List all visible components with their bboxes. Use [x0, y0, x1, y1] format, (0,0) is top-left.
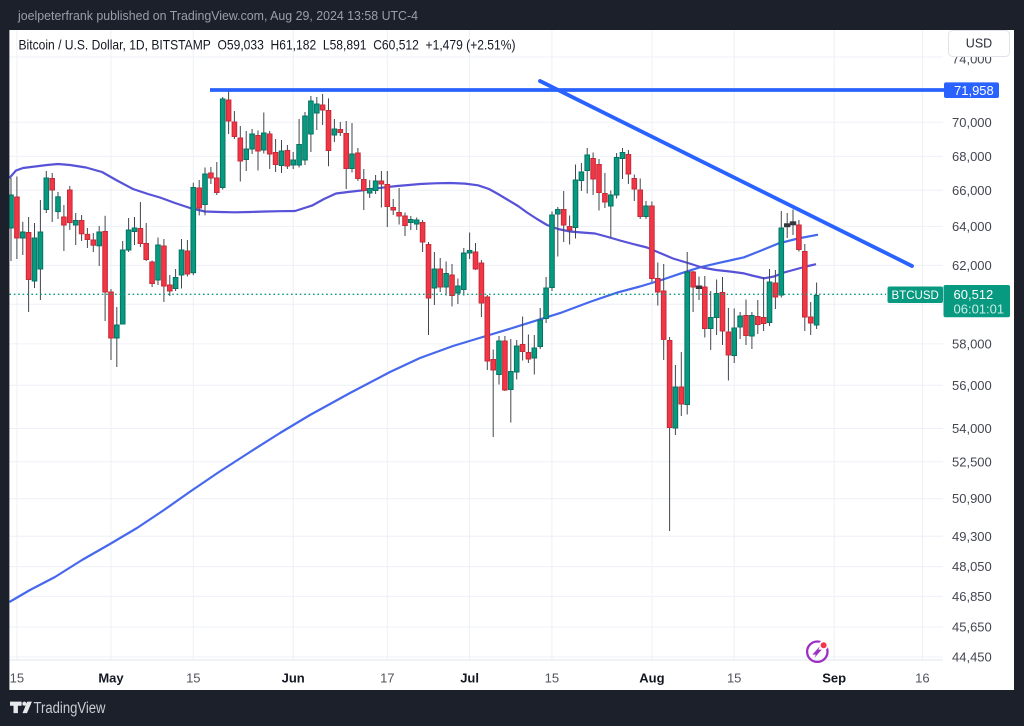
svg-text:15: 15	[10, 671, 24, 686]
svg-text:54,000: 54,000	[952, 421, 992, 436]
svg-text:Bitcoin / U.S. Dollar, 1D, BIT: Bitcoin / U.S. Dollar, 1D, BITSTAMP O59,…	[19, 37, 516, 53]
svg-text:Aug: Aug	[639, 671, 664, 686]
svg-text:15: 15	[186, 671, 200, 686]
svg-text:56,000: 56,000	[952, 378, 992, 393]
svg-text:45,650: 45,650	[952, 620, 992, 635]
svg-text:58,000: 58,000	[952, 337, 992, 352]
svg-text:16: 16	[915, 671, 929, 686]
svg-text:48,050: 48,050	[952, 559, 992, 574]
svg-text:joelpeterfrank published on Tr: joelpeterfrank published on TradingView.…	[17, 8, 418, 23]
svg-text:52,500: 52,500	[952, 454, 992, 469]
svg-text:06:01:01: 06:01:01	[954, 302, 1005, 317]
svg-text:60,512: 60,512	[954, 287, 994, 302]
svg-text:50,900: 50,900	[952, 491, 992, 506]
svg-text:71,958: 71,958	[954, 83, 994, 98]
svg-text:Jun: Jun	[282, 671, 305, 686]
svg-text:USD: USD	[966, 36, 992, 50]
svg-text:17: 17	[380, 671, 394, 686]
svg-text:44,450: 44,450	[952, 650, 992, 665]
svg-text:15: 15	[727, 671, 741, 686]
svg-text:15: 15	[545, 671, 559, 686]
svg-text:64,000: 64,000	[952, 219, 992, 234]
svg-text:TradingView: TradingView	[34, 700, 107, 717]
svg-text:68,000: 68,000	[952, 149, 992, 164]
svg-text:May: May	[98, 671, 124, 686]
svg-text:BTCUSD: BTCUSD	[892, 290, 939, 302]
svg-text:Sep: Sep	[822, 671, 846, 686]
svg-text:70,000: 70,000	[952, 115, 992, 130]
svg-text:66,000: 66,000	[952, 183, 992, 198]
svg-text:62,000: 62,000	[952, 258, 992, 273]
svg-text:46,850: 46,850	[952, 589, 992, 604]
svg-text:Jul: Jul	[460, 671, 479, 686]
svg-text:49,300: 49,300	[952, 529, 992, 544]
